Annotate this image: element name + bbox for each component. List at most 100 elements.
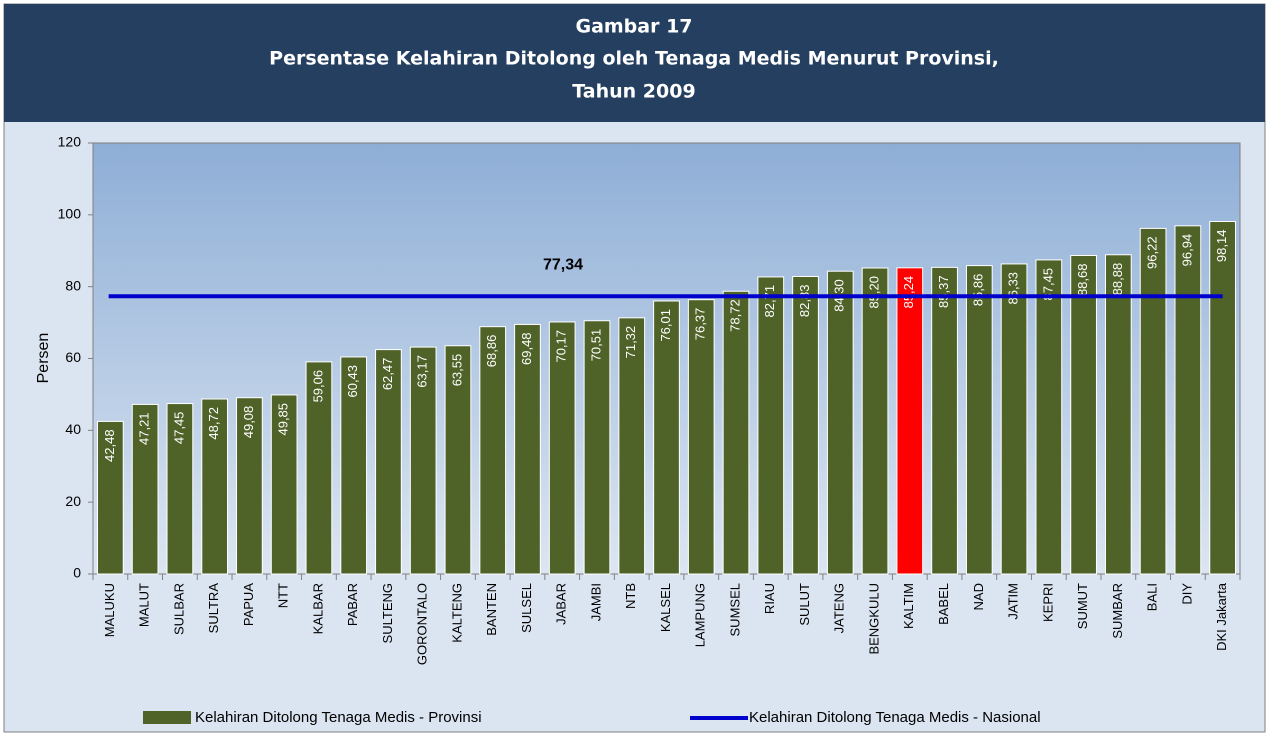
x-tick-label: SUMUT: [1075, 583, 1090, 629]
x-tick-label: PABAR: [345, 583, 360, 626]
bar: [1209, 221, 1236, 575]
bar: [375, 349, 402, 575]
value-label: 70,51: [588, 329, 603, 362]
bar: [444, 345, 472, 575]
x-tick-label: RIAU: [762, 583, 777, 614]
value-label: 69,48: [519, 332, 534, 365]
value-label: 78,72: [727, 299, 742, 332]
bar: [514, 323, 541, 575]
bar: [166, 403, 194, 575]
x-tick-label: MALUT: [137, 583, 152, 627]
bar: [1139, 227, 1167, 575]
x-tick-label: JAMBI: [588, 583, 603, 621]
x-tick-label: MALUKU: [102, 583, 117, 637]
bar: [861, 267, 889, 575]
x-tick-label: NTB: [623, 583, 638, 609]
bar: [340, 356, 368, 575]
value-label: 47,21: [137, 412, 152, 445]
x-tick-label: BALI: [1145, 583, 1160, 611]
x-tick-label: SUMBAR: [1110, 583, 1125, 639]
header: [4, 4, 1265, 122]
value-label: 70,17: [554, 330, 569, 363]
x-tick-label: KEPRI: [1040, 583, 1055, 622]
x-tick-label: KALBAR: [310, 583, 325, 634]
x-tick-label: NAD: [971, 583, 986, 610]
value-label: 71,32: [623, 326, 638, 359]
x-tick-label: LAMPUNG: [693, 583, 708, 647]
y-tick-label: 60: [65, 349, 81, 365]
value-label: 76,37: [693, 308, 708, 341]
x-tick-label: SUMSEL: [727, 583, 742, 636]
x-tick-label: SULTENG: [380, 583, 395, 643]
x-tick-label: JATENG: [832, 583, 847, 633]
chart-title: Gambar 17: [575, 16, 692, 38]
value-label: 85,86: [971, 274, 986, 307]
bar: [618, 317, 646, 575]
bar: [722, 290, 750, 575]
y-tick-label: 120: [58, 134, 82, 150]
x-tick-label: DIY: [1179, 583, 1194, 605]
x-tick-label: BABEL: [936, 583, 951, 625]
bar: [1035, 259, 1063, 575]
y-tick-label: 40: [65, 421, 81, 437]
bar: [896, 267, 924, 575]
y-tick-label: 0: [73, 565, 81, 581]
bar: [757, 276, 785, 575]
y-tick-label: 20: [65, 493, 81, 509]
value-label: 86,33: [1006, 272, 1021, 305]
x-tick-label: SULTRA: [206, 583, 221, 634]
y-axis-label: Persen: [35, 333, 52, 384]
x-tick-label: BENGKULU: [866, 583, 881, 655]
x-tick-label: SULUT: [797, 583, 812, 626]
bar: [479, 326, 507, 575]
value-label: 63,55: [449, 354, 464, 387]
chart-title: Tahun 2009: [572, 81, 695, 103]
x-tick-label: BANTEN: [484, 583, 499, 636]
bar: [305, 361, 333, 575]
value-label: 85,37: [936, 275, 951, 308]
x-tick-label: JABAR: [554, 583, 569, 625]
value-label: 96,94: [1179, 234, 1194, 267]
value-label: 96,22: [1145, 236, 1160, 269]
value-label: 76,01: [658, 309, 673, 342]
value-label: 68,86: [484, 335, 499, 368]
national-label: 77,34: [543, 256, 583, 273]
bar: [792, 276, 819, 575]
value-label: 85,20: [866, 276, 881, 309]
legend-swatch: [143, 711, 191, 724]
value-label: 42,48: [102, 429, 117, 462]
value-label: 63,17: [415, 355, 430, 388]
value-label: 49,08: [241, 406, 256, 439]
value-label: 82,71: [762, 285, 777, 318]
value-label: 60,43: [345, 365, 360, 398]
value-label: 48,72: [206, 407, 221, 440]
bar: [97, 420, 124, 575]
bar: [1104, 254, 1132, 575]
bar: [236, 397, 263, 575]
x-tick-label: KALTENG: [449, 583, 464, 643]
value-label: 59,06: [310, 370, 325, 403]
legend-label: Kelahiran Ditolong Tenaga Medis - Nasion…: [749, 709, 1041, 726]
value-label: 87,45: [1040, 268, 1055, 301]
bar: [548, 321, 576, 575]
value-label: 47,45: [171, 412, 186, 445]
x-tick-label: GORONTALO: [415, 583, 430, 665]
bar: [131, 403, 159, 575]
bar: [409, 346, 437, 575]
value-label: 88,88: [1110, 263, 1125, 296]
x-tick-label: SULBAR: [171, 583, 186, 635]
value-label: 85,24: [901, 276, 916, 309]
y-tick-label: 100: [58, 206, 82, 222]
value-label: 88,68: [1075, 263, 1090, 296]
x-tick-label: JATIM: [1006, 583, 1021, 620]
value-label: 62,47: [380, 358, 395, 391]
bar: [1174, 225, 1202, 575]
bar: [931, 266, 958, 575]
bar: [1070, 254, 1097, 575]
bar: [1000, 263, 1028, 575]
bar: [965, 265, 993, 575]
bar: [687, 299, 715, 575]
value-label: 49,85: [276, 403, 291, 436]
bar: [270, 394, 298, 575]
